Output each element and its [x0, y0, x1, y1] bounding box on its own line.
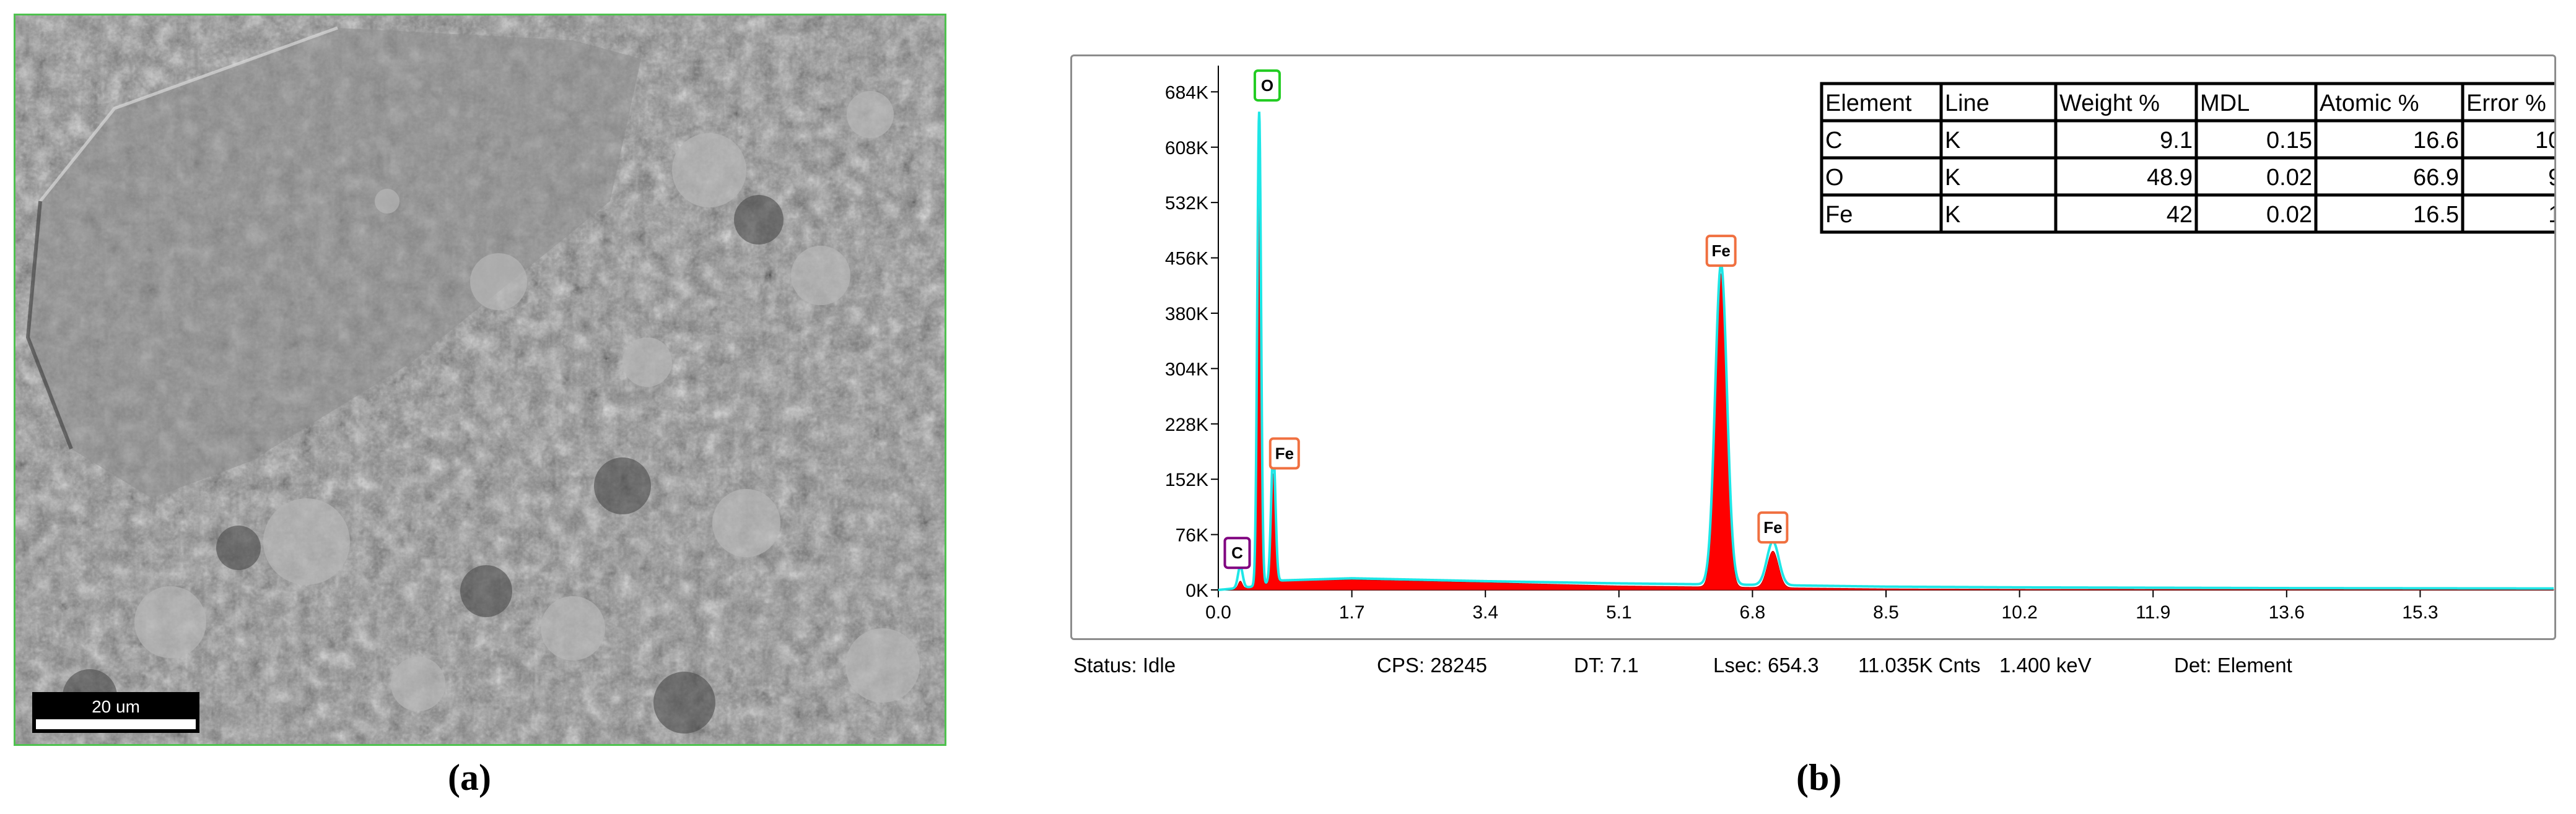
table-cell: 0.02	[2266, 165, 2312, 191]
table-cell: 1.5	[2548, 202, 2554, 228]
x-tick-label: 3.4	[1472, 602, 1498, 623]
table-header-cell: Atomic %	[2320, 90, 2419, 116]
table-cell: K	[1945, 165, 1960, 191]
peak-label-o: O	[1261, 76, 1273, 95]
eds-spectrum-frame: 0K 76K 152K 228K 304K 380K 456K 532K 608K 684K 0.0…	[1070, 54, 2556, 640]
table-cell: 9.2	[2548, 165, 2554, 191]
caption-b: (b)	[1796, 757, 1842, 798]
x-tick-label: 1.7	[1339, 602, 1365, 623]
spectrum-line-series-1	[1218, 111, 2554, 591]
table-cell: 16.6	[2413, 128, 2459, 154]
table-cell: 16.5	[2413, 202, 2459, 228]
table-cell: 66.9	[2413, 165, 2459, 191]
peak-label-c: C	[1231, 543, 1243, 562]
table-cell: 0.15	[2266, 128, 2312, 154]
y-tick-label: 0K	[1185, 581, 1208, 601]
kev-readout: 1.400 keV	[1999, 654, 2092, 677]
y-tick-label: 152K	[1165, 470, 1208, 490]
eds-spectrum-chart: 0K 76K 152K 228K 304K 380K 456K 532K 608K 684K 0.0…	[1165, 66, 2554, 623]
sem-micrograph-image	[15, 15, 945, 744]
table-cell: 48.9	[2147, 165, 2193, 191]
y-tick-label: 684K	[1165, 82, 1208, 103]
x-tick-label: 11.9	[2136, 602, 2170, 623]
y-tick-label: 532K	[1165, 193, 1208, 214]
x-tick-label: 8.5	[1873, 602, 1899, 623]
y-tick-label: 380K	[1165, 304, 1208, 324]
lsec-readout: Lsec: 654.3	[1713, 654, 1819, 677]
scale-bar: 20 um	[32, 692, 199, 733]
status-text: Status: Idle	[1073, 654, 1176, 677]
table-cell: O	[1825, 165, 1844, 191]
table-cell: K	[1945, 128, 1960, 154]
x-tick-label: 5.1	[1606, 602, 1632, 623]
table-cell: 42	[2167, 202, 2193, 228]
cps-readout: CPS: 28245	[1377, 654, 1487, 677]
y-tick-label: 76K	[1176, 526, 1208, 546]
scale-bar-line	[36, 719, 196, 729]
peak-label-box	[1253, 69, 1281, 102]
x-tick-label: 15.3	[2402, 602, 2438, 623]
table-cell: 9.1	[2160, 128, 2193, 154]
x-tick-label: 10.2	[2001, 602, 2037, 623]
y-tick-label: 608K	[1165, 138, 1208, 158]
table-cell: K	[1945, 202, 1960, 228]
table-cell: 10.8	[2535, 128, 2554, 154]
sem-micrograph-panel: 20 um	[14, 14, 946, 746]
scale-bar-label: 20 um	[92, 697, 140, 716]
table-header-cell: Error %	[2466, 90, 2546, 116]
y-tick-label: 228K	[1165, 415, 1208, 435]
table-cell: 0.02	[2266, 202, 2312, 228]
x-tick-label: 6.8	[1740, 602, 1766, 623]
peak-label-box	[1757, 511, 1789, 544]
counts-readout: 11.035K Cnts	[1858, 654, 1981, 677]
table-header-cell: Line	[1945, 90, 1989, 116]
peak-label-box	[1223, 537, 1251, 569]
table-cell: Fe	[1825, 202, 1853, 228]
caption-a: (a)	[448, 757, 491, 798]
detector-readout: Det: Element	[2174, 654, 2292, 677]
peak-label-box	[1268, 437, 1300, 470]
peak-label-fe: Fe	[1275, 444, 1294, 463]
spectrum-fill-series-0	[1218, 119, 2554, 591]
peak-label-box	[1705, 235, 1737, 267]
table-header-cell: Element	[1825, 90, 1912, 116]
dt-readout: DT: 7.1	[1574, 654, 1639, 677]
y-tick-label: 304K	[1165, 359, 1208, 379]
y-tick-label: 456K	[1165, 249, 1208, 269]
table-header-cell: MDL	[2200, 90, 2250, 116]
x-tick-label: 0.0	[1205, 602, 1231, 623]
peak-label-fe: Fe	[1711, 241, 1730, 260]
x-tick-label: 13.6	[2269, 602, 2305, 623]
status-bar: Status: Idle CPS: 28245 DT: 7.1 Lsec: 65…	[1070, 654, 2556, 685]
peak-label-fe: Fe	[1763, 518, 1782, 537]
table-cell: C	[1825, 128, 1842, 154]
table-header-cell: Weight %	[2059, 90, 2160, 116]
